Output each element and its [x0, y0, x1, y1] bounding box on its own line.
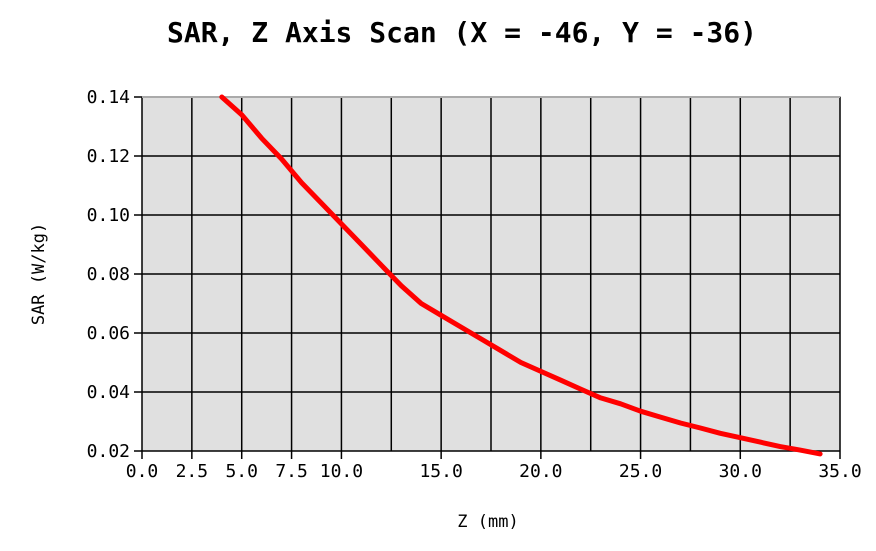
y-axis-label: SAR (W/kg): [29, 223, 49, 325]
x-tick-label: 10.0: [320, 461, 363, 482]
x-tick-label: 5.0: [225, 461, 258, 482]
x-tick-label: 30.0: [719, 461, 762, 482]
y-tick-label: 0.14: [87, 87, 130, 108]
y-tick-label: 0.08: [87, 264, 130, 285]
x-tick-label: 2.5: [176, 461, 209, 482]
y-tick-label: 0.10: [87, 205, 130, 226]
x-tick-label: 7.5: [275, 461, 308, 482]
x-axis-label: Z (mm): [457, 512, 518, 532]
y-tick-label: 0.04: [87, 382, 130, 403]
x-tick-label: 35.0: [818, 461, 861, 482]
sar-line: [219, 94, 823, 457]
chart-title: SAR, Z Axis Scan (X = -46, Y = -36): [167, 16, 757, 49]
x-tick-label: 0.0: [126, 461, 159, 482]
y-tick-label: 0.02: [87, 441, 130, 462]
x-tick-label: 25.0: [619, 461, 662, 482]
y-tick-label: 0.12: [87, 146, 130, 167]
y-tick-label: 0.06: [87, 323, 130, 344]
x-tick-label: 20.0: [519, 461, 562, 482]
axes: 0.02 0.04 0.06 0.08 0.10 0.12 0.14 0.0 2.5 5.0 7.5…: [87, 87, 862, 482]
x-tick-label: 15.0: [419, 461, 462, 482]
series-layer: [219, 94, 823, 457]
